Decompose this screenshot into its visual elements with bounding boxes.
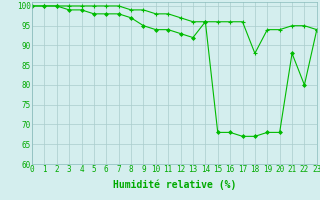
X-axis label: Humidité relative (%): Humidité relative (%): [113, 180, 236, 190]
